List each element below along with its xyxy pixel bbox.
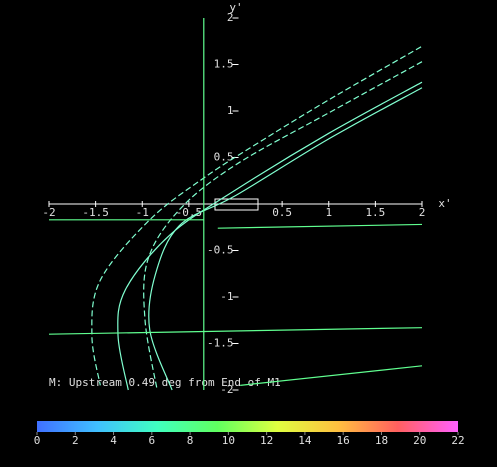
x-tick-label: -1 — [136, 206, 149, 219]
curve — [240, 365, 423, 386]
x-tick-label: 1 — [325, 206, 332, 219]
colorbar-tick-label: 8 — [187, 434, 194, 447]
colorbar-tick-label: 14 — [298, 434, 312, 447]
x-tick-label: 0.5 — [272, 206, 292, 219]
colorbar-tick-label: 20 — [413, 434, 426, 447]
x-tick-label: -1.5 — [82, 206, 109, 219]
curve — [143, 61, 423, 391]
colorbar-tick-label: 22 — [451, 434, 464, 447]
y-tick-label: -1 — [220, 290, 233, 303]
y-tick-label: 1 — [227, 104, 234, 117]
y-tick-label: 1.5 — [214, 58, 234, 71]
x-tick-label: 2 — [419, 206, 426, 219]
colorbar-tick-label: 4 — [110, 434, 117, 447]
colorbar-tick-label: 0 — [34, 434, 41, 447]
curve — [217, 223, 423, 229]
y-axis-label: y' — [229, 1, 242, 14]
y-tick-label: 2 — [227, 11, 234, 24]
curve — [48, 327, 423, 335]
curve — [117, 81, 423, 391]
colorbar-tick-label: 2 — [72, 434, 79, 447]
y-tick-label: -1.5 — [207, 337, 234, 350]
x-tick-label: -2 — [42, 206, 55, 219]
colorbar-tick-label: 10 — [222, 434, 235, 447]
colorbar-tick-label: 18 — [375, 434, 388, 447]
colorbar — [37, 421, 458, 432]
y-tick-label: 0.5 — [214, 151, 234, 164]
curve — [91, 46, 422, 386]
colorbar-tick-label: 16 — [337, 434, 350, 447]
annotation: M: Upstream 0.49 deg from End of M1 — [49, 376, 281, 389]
x-axis-label: x' — [438, 197, 451, 210]
x-tick-label: -0.5 — [176, 206, 203, 219]
colorbar-tick-label: 6 — [149, 434, 156, 447]
y-tick-label: -2 — [220, 383, 233, 396]
curve — [148, 87, 423, 391]
x-tick-label: 1.5 — [365, 206, 385, 219]
y-tick-label: -0.5 — [207, 244, 234, 257]
colorbar-tick-label: 12 — [260, 434, 273, 447]
